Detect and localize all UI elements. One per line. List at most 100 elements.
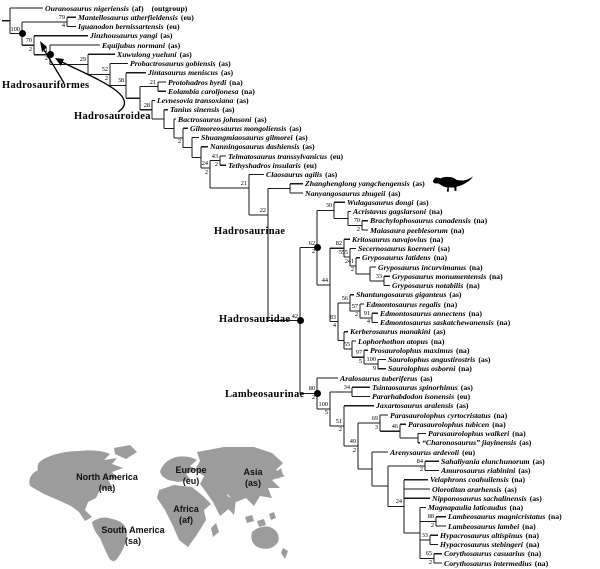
support-value: 46 [391, 423, 398, 431]
taxon-name: Xuwulong yueluni [117, 49, 177, 59]
geo-code: (as) [478, 355, 491, 364]
geo-code: (as) [388, 188, 401, 198]
taxon-label: Gryposaurus monumentensis (na) [392, 271, 503, 281]
map-label: Europe (eu) [175, 465, 207, 486]
taxon-name: Corythosaurus intermedius [444, 558, 532, 568]
geo-code: (as) [416, 197, 429, 207]
support-value: 21 [149, 78, 156, 86]
geo-code: (na) [493, 410, 508, 420]
taxon-name: Mantellosaurus atherfieldensis [78, 12, 178, 22]
geo-code: (eu) [303, 160, 317, 170]
support-value: 70 2 [353, 217, 360, 233]
geo-code: (as) [504, 484, 517, 494]
taxon-label: Edmontosaurus annectens (na) [380, 308, 482, 318]
continent-europe [160, 456, 197, 482]
taxon-label: Levnesovia transoxiana (as) [157, 96, 249, 106]
geo-code: (as) [179, 49, 192, 59]
support-value: 22 [259, 207, 266, 214]
geo-code: (as) [218, 59, 231, 68]
taxon-label: Tsintaosaurus spinorhinus (as) [372, 382, 473, 392]
geo-code: (na) [525, 530, 539, 540]
taxon-label: Parasaurolophus tubicen (na) [408, 419, 506, 429]
taxon-label: Acristavus gagslarsoni (na) [353, 207, 442, 217]
continent-se-islands [245, 512, 276, 527]
support-value: 24 2 [201, 160, 208, 176]
geo-code: (na) [241, 86, 255, 96]
taxon-name: Telmatosaurus transsylvanicus [228, 151, 328, 161]
taxon-name: Edmontosaurus saskatchewanensis [380, 318, 494, 327]
taxon-label: Gryposaurus latidens (na) [362, 253, 447, 263]
support-value: 28 [143, 101, 150, 109]
taxon-label: Jaxartosaurus aralensis (as) [376, 401, 469, 411]
clade-label-hadrosauroidea: Hadrosauroidea [74, 111, 151, 122]
support-value: 43 2 [211, 152, 218, 169]
continent-africa [157, 485, 211, 547]
geo-code: (sa) [437, 244, 451, 253]
taxon-label: Magnapaulia laticaudus (na) [428, 503, 523, 513]
geo-code: (as) [519, 438, 532, 448]
taxon-name: Gryposaurus notabilis [392, 281, 464, 290]
support-value: 70 2 [25, 37, 32, 53]
taxon-label: Shantungosaurus giganteus (as) [356, 290, 462, 300]
taxon-label: Gryposaurus notabilis (na) [392, 281, 480, 291]
geo-code: (as) [456, 401, 469, 411]
support-value: 42 [291, 312, 298, 320]
taxon-label: Claosaurus agilis (as) [266, 170, 337, 180]
geo-code: (eu) [330, 151, 344, 161]
taxon-label: Edmontosaurus regalis (na) [366, 299, 457, 309]
taxon-name: Claosaurus agilis [266, 170, 323, 179]
taxon-label: Secernosaurus koerneri (sa) [358, 244, 450, 254]
support-value: 100 9 [366, 356, 376, 372]
support-value: 97 5 [355, 349, 362, 365]
taxon-name: Levnesovia transoxiana [157, 96, 234, 105]
continent-australia [251, 526, 279, 549]
taxon-name: Sahaliyania elunchunorum [441, 456, 530, 466]
taxon-label: Aralosaurus tuberiferus (as) [340, 373, 433, 383]
taxon-label: Lambeosaurus magnicristatus (na) [448, 512, 562, 522]
support-value: 51 2 [335, 417, 342, 434]
taxon-label: Corythosaurus casuarius (na) [444, 549, 541, 559]
geo-code: (eu) [462, 447, 476, 457]
geo-code: (na) [548, 512, 562, 522]
taxon-label: Arenysaurus ardevoli (eu) [390, 447, 475, 457]
clade-label-hadrosauriformes: Hadrosauriformes [2, 80, 90, 91]
geo-code: (as) [254, 114, 267, 124]
taxon-name: Amurosaurus riabinini [441, 466, 516, 475]
taxon-label: Kritosaurus navajovius (na) [352, 234, 443, 244]
map-label: South America (sa) [101, 525, 165, 546]
taxon-name: Arenysaurus ardevoli [390, 447, 460, 457]
geo-code: (as) [325, 170, 338, 179]
geo-code: (as) [160, 31, 173, 41]
taxon-name: Nipponosaurus sachalinensis [432, 493, 527, 503]
taxon-name: Pararhabdodon isonensis [372, 392, 455, 401]
support-value: 41 2 [347, 257, 354, 274]
geo-code: (as) [412, 179, 425, 189]
geo-code: (as) [420, 373, 433, 383]
taxon-label: Nipponosaurus sachalinensis (as) [432, 493, 542, 503]
taxon-name: Magnapaulia laticaudus [428, 503, 507, 512]
taxon-name: Maiasaura peeblesorum [370, 225, 448, 235]
taxon-name: Gryposaurus latidens [362, 253, 431, 263]
geo-code: (eu) [457, 392, 471, 401]
clade-label-hadrosauridae: Hadrosauridae [219, 314, 291, 325]
geo-code: (na) [509, 503, 524, 512]
taxon-label: Maiasaura peeblesorum (na) [370, 225, 464, 235]
taxon-label: Edmontosaurus saskatchewanensis (na) [380, 318, 510, 328]
taxon-name: Tethyshadros insularis [228, 160, 301, 170]
geo-code: (eu) [180, 12, 194, 22]
geo-code: (as) [289, 123, 302, 133]
map-label: Africa (af) [173, 504, 199, 525]
taxon-label: Prosaurolophus maximus (na) [370, 345, 469, 355]
taxon-name: Lambeosaurus lambei [448, 521, 520, 531]
support-value: 33 [421, 531, 428, 539]
taxon-label: Bactrosaurus johnsoni (as) [178, 114, 267, 124]
taxon-label: Lophorhothon atopus (na) [358, 336, 444, 346]
taxon-name: Ouranosaurus nigeriensis [45, 3, 129, 13]
support-value: 33 [375, 272, 382, 280]
taxon-name: Hypacrosaurus altispinus [440, 530, 523, 540]
support-value: 52 2 [101, 66, 108, 82]
taxon-name: Jinzhousaurus yangi [90, 31, 158, 41]
geo-code: (na) [511, 475, 526, 485]
taxon-label: Mantellosaurus atherfieldensis (eu) [78, 12, 194, 22]
